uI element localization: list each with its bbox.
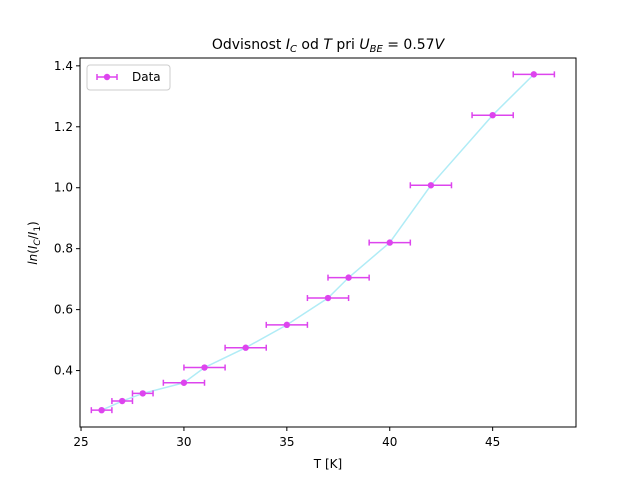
x-tick-label-25: 25 — [73, 435, 88, 449]
title-ube-sub: BE — [370, 44, 384, 55]
y-label-num-sub: C — [33, 239, 43, 246]
x-tick-label-35: 35 — [279, 435, 294, 449]
title-unit: V — [435, 37, 446, 53]
y-label-close: ) — [26, 221, 40, 226]
data-point-8 — [345, 274, 352, 281]
y-label-den-sub: 1 — [33, 226, 43, 232]
y-tick-label-4: 1.2 — [54, 120, 73, 134]
title-prefix: Odvisnost — [212, 37, 286, 53]
axes-frame — [79, 57, 577, 428]
x-tick-label-45: 45 — [485, 435, 500, 449]
y-tick-label-5: 1.4 — [54, 59, 73, 73]
chart-title: Odvisnost IC od T pri UBE = 0.57V — [212, 37, 446, 55]
y-axis-label: ln(IC/I1) — [26, 221, 43, 265]
x-tick-label-40: 40 — [382, 435, 397, 449]
x-tick-label-30: 30 — [176, 435, 191, 449]
data-point-4 — [201, 364, 208, 371]
y-tick-label-0: 0.4 — [54, 364, 73, 378]
title-t-var: T — [323, 37, 333, 53]
title-suffix: = 0.57 — [383, 37, 435, 53]
title-middle: od — [297, 37, 323, 53]
data-point-2 — [139, 390, 146, 397]
y-label-den-main: I — [26, 231, 40, 235]
title-ic-sub: C — [290, 44, 297, 55]
y-tick-label-3: 1.0 — [54, 181, 73, 195]
data-point-5 — [242, 344, 249, 351]
data-point-9 — [386, 239, 393, 246]
y-label-slash: / — [26, 234, 40, 239]
legend-marker — [103, 73, 111, 81]
plot-area — [90, 71, 556, 414]
data-point-1 — [118, 397, 126, 405]
data-point-6 — [283, 321, 291, 329]
legend: Data — [86, 64, 171, 91]
title-pri: pri — [332, 37, 359, 53]
x-axis-label: T [K] — [313, 457, 342, 471]
legend-entry-data: Data — [132, 70, 161, 84]
legend-frame — [86, 64, 171, 91]
data-point-12 — [530, 71, 538, 78]
y-tick-label-1: 0.6 — [54, 303, 73, 317]
data-point-7 — [324, 294, 332, 302]
x-axis: 25 30 35 40 45 — [73, 427, 500, 449]
data-point-11 — [489, 111, 496, 119]
y-label-num-main: I — [26, 245, 40, 249]
data-point-3 — [180, 379, 188, 386]
title-ic-main: I — [286, 37, 290, 53]
y-tick-label-2: 0.8 — [54, 242, 73, 256]
data-point-0 — [98, 406, 105, 414]
y-label-open: ( — [26, 249, 40, 254]
y-label-ln: ln — [26, 254, 40, 265]
y-axis: 0.4 0.6 0.8 1.0 1.2 1.4 — [54, 59, 80, 378]
data-point-10 — [427, 182, 435, 189]
title-ube-main: U — [359, 37, 369, 53]
